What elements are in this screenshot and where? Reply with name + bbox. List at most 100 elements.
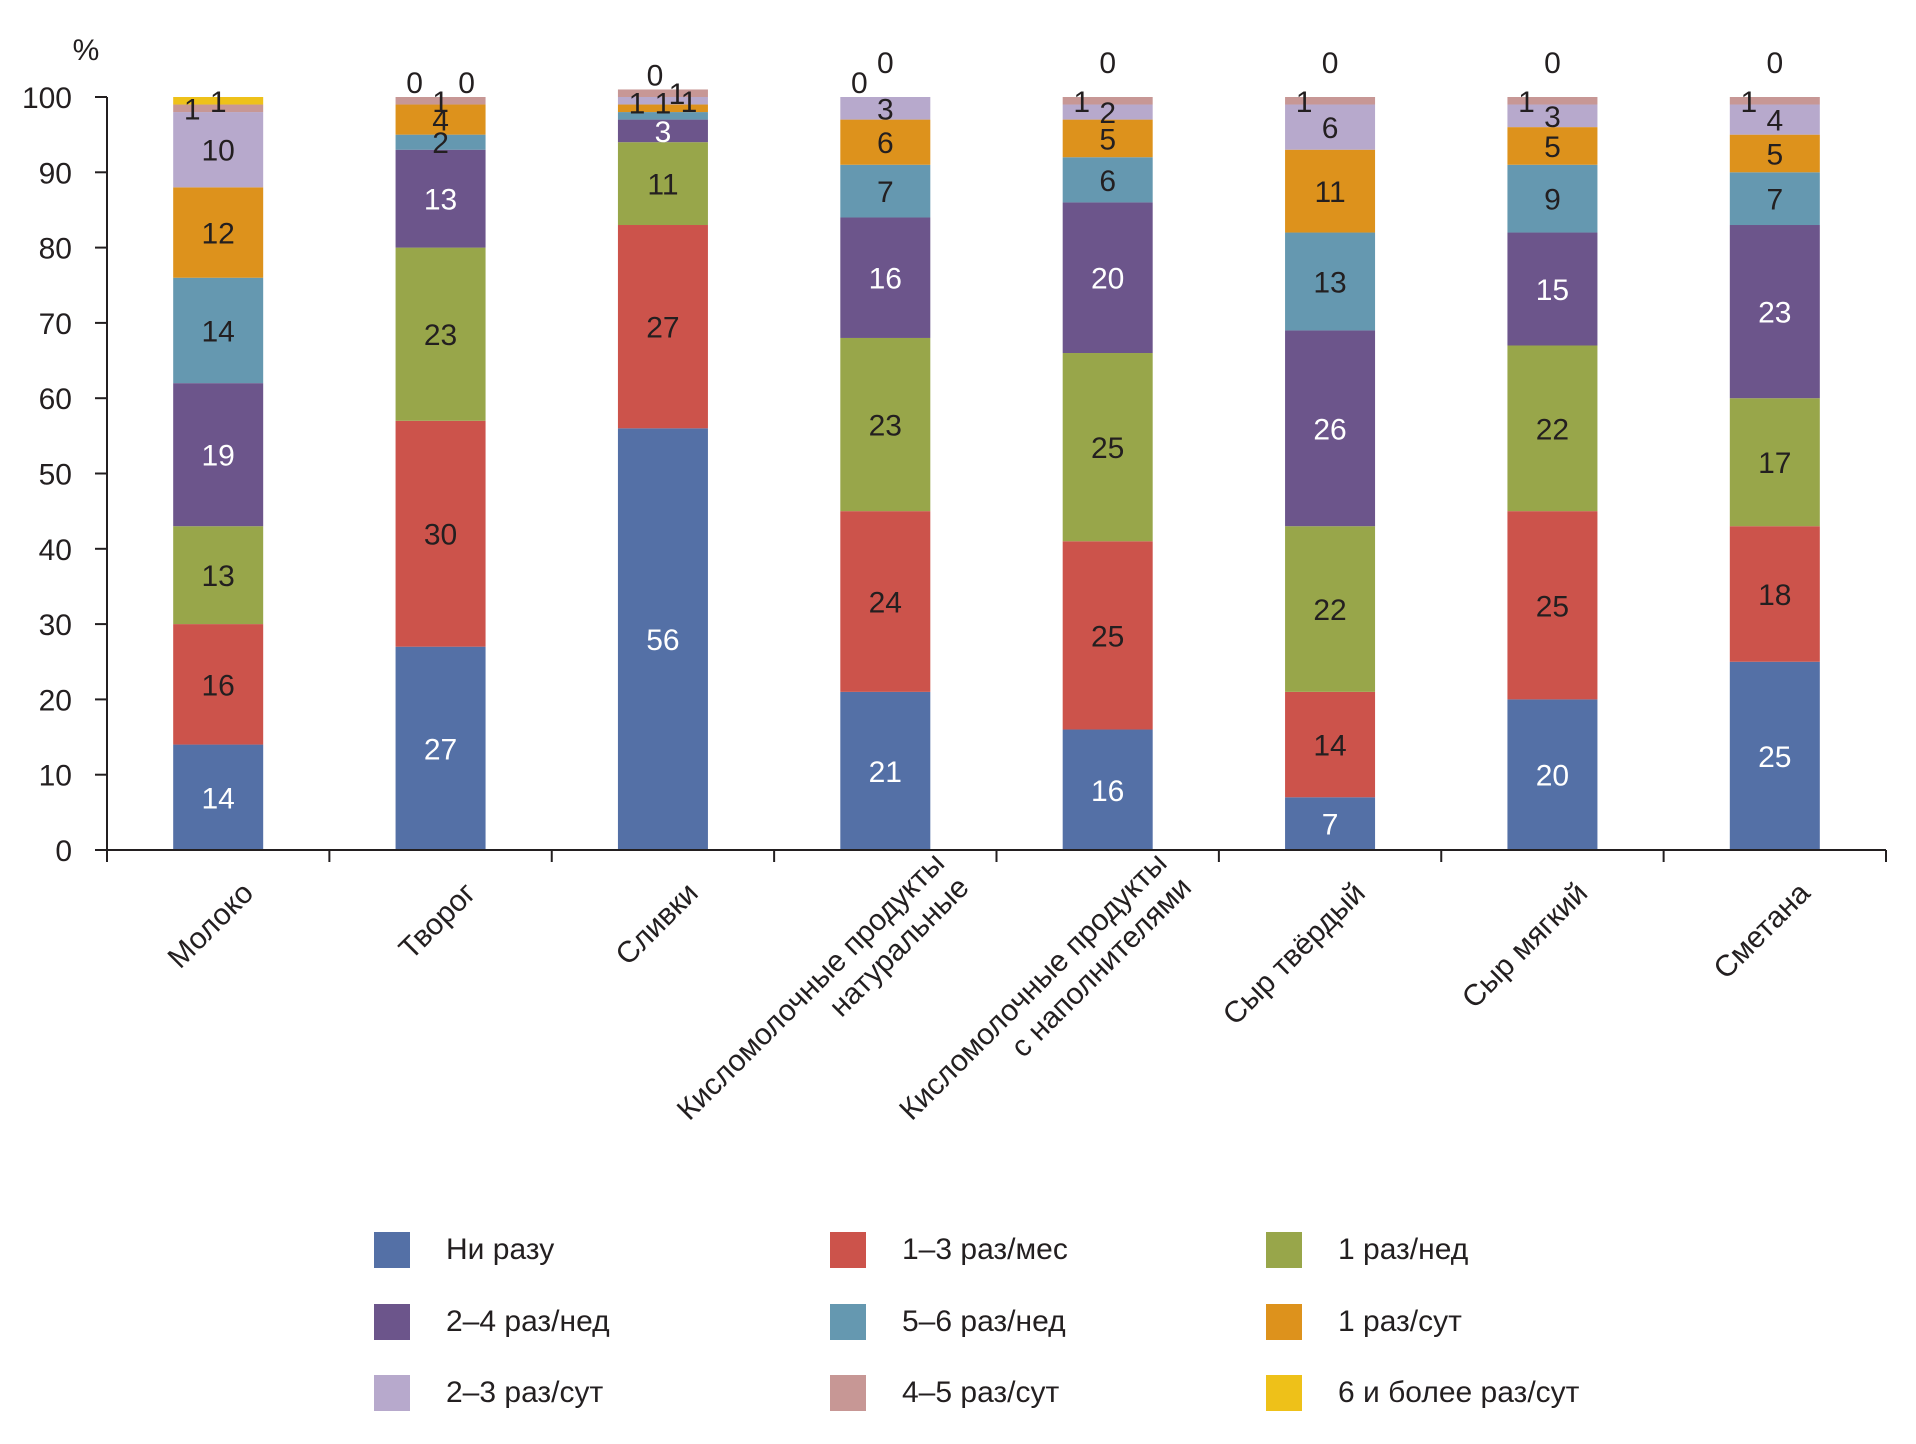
bar-segment: [1285, 97, 1376, 105]
data-label: 25: [1536, 590, 1569, 623]
bar-segment: [395, 97, 486, 105]
legend-label: Ни разу: [446, 1233, 555, 1266]
x-category-label: Сливки: [609, 876, 704, 971]
bar-segment: [1062, 157, 1153, 203]
x-category-label-line: Молоко: [162, 876, 260, 974]
legend-swatch: [374, 1304, 410, 1340]
data-label: 6: [1322, 112, 1339, 145]
data-label: 10: [202, 135, 235, 168]
data-label: 25: [1091, 620, 1124, 653]
bar-segment: [1285, 330, 1376, 527]
bar-segment: [1285, 526, 1376, 692]
legend-item-1-per-week: 1 раз/нед: [1266, 1230, 1468, 1270]
data-label: 14: [202, 315, 235, 348]
data-label: 3: [655, 116, 672, 149]
bar-segment: [1729, 172, 1820, 226]
data-label: 4: [1766, 105, 1783, 138]
data-label: 0: [1544, 47, 1561, 80]
bar-segment: [617, 119, 708, 143]
legend-item-2-4-per-week: 2–4 раз/нед: [374, 1302, 610, 1342]
data-label: 27: [424, 733, 457, 766]
data-label: 1: [1296, 86, 1313, 119]
y-tick-label: 90: [39, 157, 72, 190]
data-label: 19: [202, 440, 235, 473]
data-label: 12: [202, 218, 235, 251]
x-category-label-line: Сливки: [609, 876, 704, 971]
data-label: 11: [1314, 176, 1345, 209]
data-label: 0: [1099, 47, 1116, 80]
bar-segment: [1062, 541, 1153, 730]
bar-segment: [395, 646, 486, 850]
data-label: 23: [1758, 297, 1791, 330]
bar-segment: [1507, 127, 1598, 165]
data-label: 26: [1313, 413, 1346, 446]
bar-segment: [840, 119, 931, 165]
data-label: 3: [1544, 101, 1561, 134]
bar-segment: [173, 97, 264, 105]
bar-segment: [1507, 511, 1598, 700]
bar-segment: [173, 277, 264, 384]
bar-segment: [840, 691, 931, 850]
bar-segment: [1062, 97, 1153, 105]
bar-segment: [1507, 345, 1598, 512]
legend-swatch: [830, 1304, 866, 1340]
data-label: 22: [1536, 413, 1569, 446]
legend-swatch: [830, 1375, 866, 1411]
bar-segment: [1729, 97, 1820, 105]
data-label: 4: [432, 105, 449, 138]
data-label: 15: [1536, 274, 1569, 307]
y-tick-label: 70: [39, 308, 72, 341]
bar-segment: [1285, 149, 1376, 233]
bar-segment: [1507, 164, 1598, 233]
y-tick-label: 50: [39, 459, 72, 492]
y-axis-unit-label: %: [73, 34, 100, 67]
data-label: 1: [432, 86, 449, 119]
bars-group: [173, 89, 1820, 850]
data-label: 16: [1091, 775, 1124, 808]
data-label: 25: [1091, 432, 1124, 465]
data-label: 56: [646, 624, 679, 657]
bar-segment: [173, 187, 264, 278]
data-label: 14: [1313, 730, 1346, 763]
data-label: 23: [424, 319, 457, 352]
x-category-label-line: Творог: [393, 876, 483, 966]
data-label: 21: [869, 756, 902, 789]
bar-segment: [173, 744, 264, 850]
legend-label: 1–3 раз/мес: [902, 1233, 1068, 1266]
data-label: 0: [458, 67, 475, 100]
bar-segment: [1729, 398, 1820, 527]
bar-segment: [617, 142, 708, 226]
data-label: 5: [1099, 123, 1116, 156]
data-label: 24: [869, 587, 902, 620]
data-label: 7: [1322, 809, 1339, 842]
data-label: 14: [202, 782, 235, 815]
data-label: 20: [1536, 760, 1569, 793]
bar-segment: [1062, 104, 1153, 120]
y-tick-label: 80: [39, 233, 72, 266]
legend-item-none: Ни разу: [374, 1230, 554, 1270]
y-tick-label: 0: [55, 835, 72, 868]
legend-label: 5–6 раз/нед: [902, 1305, 1066, 1338]
bar-segment: [1062, 119, 1153, 158]
legend-item-1-3-per-month: 1–3 раз/мес: [830, 1230, 1068, 1270]
legend-label: 2–3 раз/сут: [446, 1376, 604, 1409]
data-label: 7: [1766, 184, 1783, 217]
bar-segment: [1507, 104, 1598, 128]
data-label: 22: [1313, 594, 1346, 627]
bar-segment: [840, 337, 931, 512]
data-label: 0: [877, 47, 894, 80]
x-category-label: Молоко: [162, 876, 260, 974]
data-label: 0: [1766, 47, 1783, 80]
y-tick-label: 30: [39, 609, 72, 642]
x-category-label-line: Сыр мягкий: [1456, 876, 1594, 1014]
data-label: 9: [1544, 184, 1561, 217]
bar-segment: [1285, 104, 1376, 150]
bar-segment: [395, 104, 486, 135]
data-label: 1: [210, 86, 227, 119]
bar-segment: [840, 97, 931, 120]
bar-segment: [617, 112, 708, 120]
data-label: 2: [432, 127, 449, 160]
bar-segment: [173, 112, 264, 188]
